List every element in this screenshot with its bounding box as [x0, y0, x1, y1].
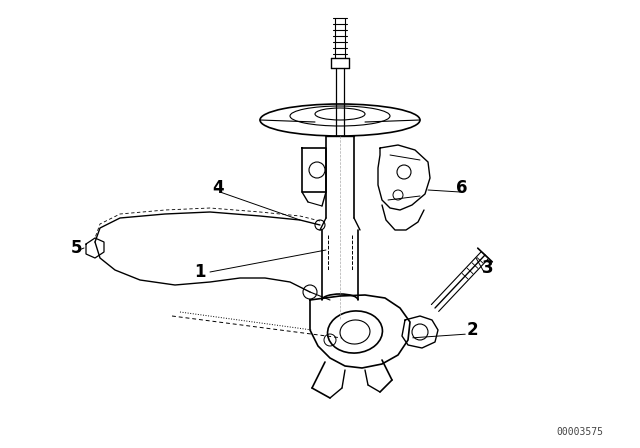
- Text: 6: 6: [456, 179, 468, 197]
- Text: 2: 2: [466, 321, 478, 339]
- Text: 00003575: 00003575: [557, 427, 604, 437]
- Text: 5: 5: [70, 239, 82, 257]
- Text: 3: 3: [482, 259, 494, 277]
- Text: 4: 4: [212, 179, 224, 197]
- Text: 1: 1: [195, 263, 205, 281]
